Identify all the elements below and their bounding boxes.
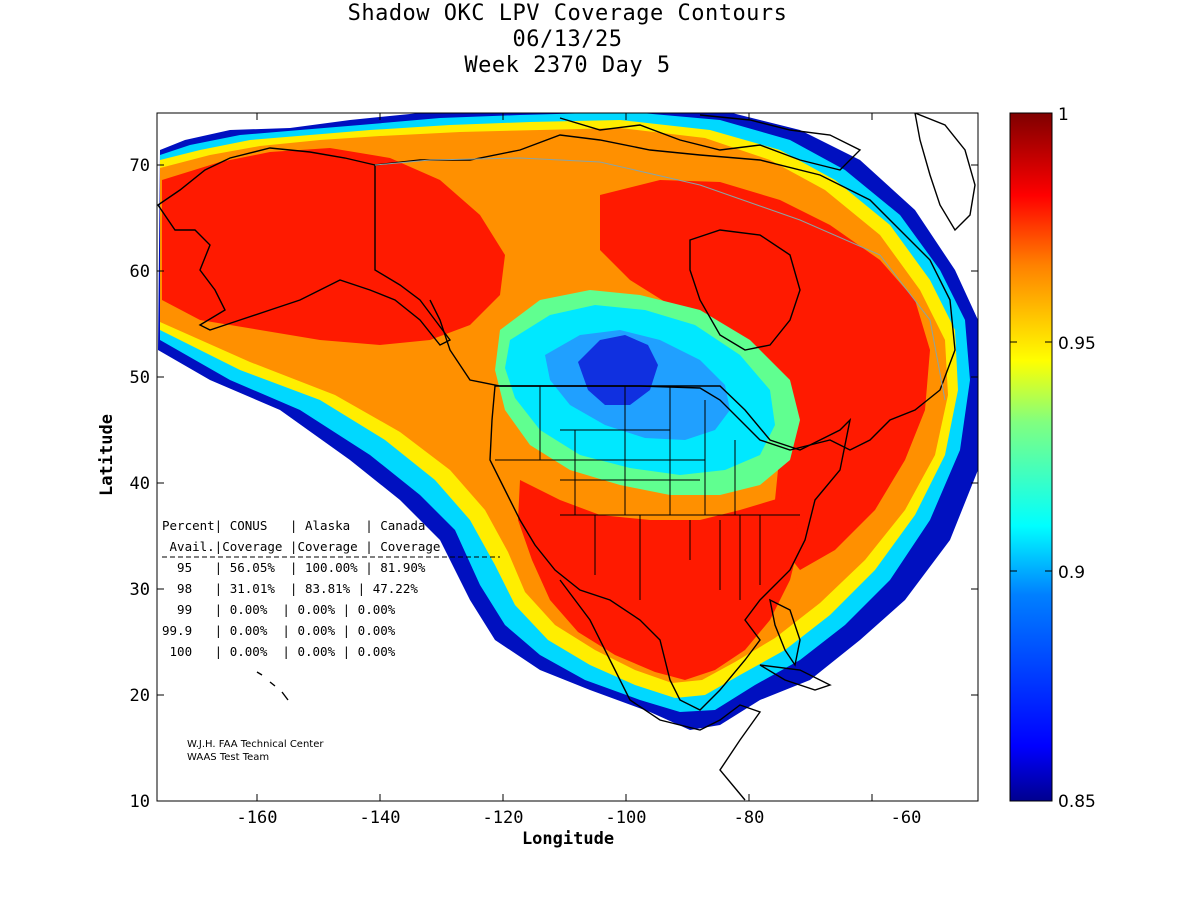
coastlines — [157, 113, 976, 801]
arctic-islands-outline — [559, 114, 862, 171]
colorbar-tick-label: 0.95 — [1058, 334, 1096, 354]
hudson-bay-outline — [689, 229, 801, 351]
table-row: 95 | 56.05% | 100.00% | 81.90% — [162, 560, 426, 575]
greenland-outline — [914, 113, 976, 232]
y-tick-label: 40 — [130, 474, 150, 494]
hawaii-islands — [256, 671, 289, 701]
x-tick-label: -120 — [483, 808, 524, 828]
credit-line: WAAS Test Team — [187, 752, 269, 763]
conus-outline — [489, 385, 852, 711]
coverage-field — [158, 113, 978, 730]
plot-frame — [156, 112, 979, 802]
coverage-band-minimum — [578, 335, 658, 405]
x-tick-label: -100 — [606, 808, 647, 828]
table-header: Percent| CONUS | Alaska | Canada — [162, 518, 425, 533]
colorbar-tick-label: 0.85 — [1058, 792, 1096, 812]
y-tick-label: 70 — [130, 156, 150, 176]
table-header: Avail.|Coverage |Coverage | Coverage — [162, 539, 440, 554]
x-tick-label: -140 — [360, 808, 401, 828]
x-tick-label: -60 — [891, 808, 922, 828]
state-boundaries — [495, 386, 800, 600]
coverage-band-red-west — [162, 148, 505, 345]
fir-boundaries — [374, 157, 946, 401]
chart-title: Shadow OKC LPV Coverage Contours — [347, 1, 788, 26]
florida-outline — [769, 598, 801, 667]
colorbar-tick-label: 1 — [1058, 105, 1069, 125]
cuba-outline — [759, 664, 832, 691]
tick-marks — [157, 113, 978, 801]
x-tick-label: -80 — [734, 808, 765, 828]
colorbar-ticks — [1010, 341, 1052, 572]
y-tick-label: 10 — [130, 792, 150, 812]
colorbar — [1009, 112, 1053, 802]
mexico-outline — [559, 579, 762, 801]
colorbar-tick-label: 0.9 — [1058, 563, 1085, 583]
table-row: 98 | 31.01% | 83.81% | 47.22% — [162, 581, 418, 596]
y-tick-label: 30 — [130, 580, 150, 600]
y-axis-label: Latitude — [97, 414, 117, 496]
table-row: 99 | 0.00% | 0.00% | 0.00% — [162, 602, 396, 617]
y-tick-label: 50 — [130, 368, 150, 388]
credit-line: W.J.H. FAA Technical Center — [187, 739, 324, 750]
x-axis-label: Longitude — [522, 829, 614, 849]
coverage-stats-table: Percent| CONUS | Alaska | Canada Avail.|… — [162, 518, 500, 659]
table-row: 100 | 0.00% | 0.00% | 0.00% — [162, 644, 396, 659]
x-tick-label: -160 — [237, 808, 278, 828]
y-tick-label: 20 — [130, 686, 150, 706]
chart-week-day: Week 2370 Day 5 — [464, 53, 671, 78]
coverage-band-red-south — [518, 480, 800, 680]
chart-date: 06/13/25 — [512, 27, 623, 52]
alaska-outline — [157, 147, 452, 346]
table-row: 99.9 | 0.00% | 0.00% | 0.00% — [162, 623, 396, 638]
y-tick-label: 60 — [130, 262, 150, 282]
